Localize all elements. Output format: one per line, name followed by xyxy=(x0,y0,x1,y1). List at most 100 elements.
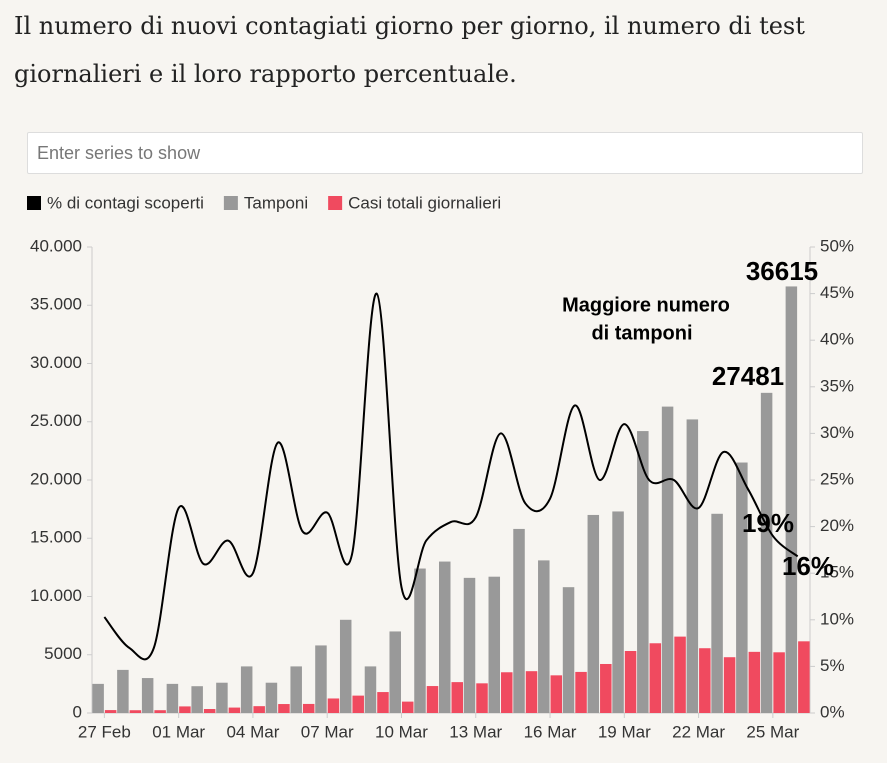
bar xyxy=(711,513,723,713)
bar xyxy=(117,669,129,713)
x-tick-label: 04 Mar xyxy=(226,722,279,741)
bar xyxy=(92,683,104,713)
annotation: di tamponi xyxy=(591,322,692,344)
bar xyxy=(798,641,810,713)
bar xyxy=(661,406,674,713)
bar xyxy=(525,671,538,713)
bar xyxy=(377,692,389,713)
bar xyxy=(439,561,451,713)
x-tick-label: 27 Feb xyxy=(78,722,131,741)
y-tick-label: 20.000 xyxy=(30,469,82,488)
bar xyxy=(699,648,711,713)
bar xyxy=(686,419,699,713)
y2-tick-label: 40% xyxy=(820,330,854,349)
bar xyxy=(228,707,241,713)
y2-tick-label: 15% xyxy=(820,563,854,582)
y-tick-label: 10.000 xyxy=(30,586,82,605)
y2-tick-label: 30% xyxy=(820,423,854,442)
bar xyxy=(129,710,142,713)
legend-label: % di contagi scoperti xyxy=(47,193,204,212)
bar xyxy=(575,671,587,713)
annotation: 27481 xyxy=(712,361,784,391)
y2-tick-label: 35% xyxy=(820,376,854,395)
bar xyxy=(649,643,662,713)
annotation: 16% xyxy=(782,551,834,581)
bar xyxy=(748,651,761,713)
bar xyxy=(501,672,513,713)
title: Il numero di nuovi contagiati giorno per… xyxy=(14,12,805,88)
bar xyxy=(327,698,340,713)
y2-tick-label: 20% xyxy=(820,516,854,535)
bar xyxy=(414,568,426,713)
bar xyxy=(562,587,575,713)
y-tick-label: 15.000 xyxy=(30,528,82,547)
bar xyxy=(637,431,649,713)
bar xyxy=(463,577,476,713)
bar xyxy=(426,686,439,713)
x-tick-label: 25 Mar xyxy=(746,722,799,741)
bar xyxy=(538,560,550,713)
bar xyxy=(179,706,191,713)
bar xyxy=(364,666,377,713)
bar xyxy=(476,683,488,713)
bar xyxy=(587,514,600,713)
x-tick-label: 10 Mar xyxy=(375,722,428,741)
bar xyxy=(191,686,203,713)
x-tick-label: 01 Mar xyxy=(152,722,205,741)
bar xyxy=(785,286,798,713)
y2-tick-label: 5% xyxy=(820,656,845,675)
bar xyxy=(600,663,612,713)
y2-tick-label: 10% xyxy=(820,609,854,628)
bar xyxy=(773,652,785,713)
bar xyxy=(736,462,748,713)
y2-tick-label: 45% xyxy=(820,283,854,302)
bar xyxy=(352,695,364,713)
bar xyxy=(302,703,315,713)
series-search[interactable]: Enter series to show xyxy=(27,132,863,174)
y-tick-label: 25.000 xyxy=(30,411,82,430)
legend-swatch xyxy=(223,196,238,210)
x-tick-label: 16 Mar xyxy=(524,722,577,741)
annotation: 36615 xyxy=(746,256,818,286)
y-tick-label: 40.000 xyxy=(30,236,82,255)
bar xyxy=(451,682,463,713)
y2-tick-label: 25% xyxy=(820,469,854,488)
x-tick-label: 19 Mar xyxy=(598,722,651,741)
bar xyxy=(339,619,352,713)
y2-tick-label: 50% xyxy=(820,236,854,255)
bar xyxy=(104,710,117,713)
x-tick-label: 07 Mar xyxy=(301,722,354,741)
bar xyxy=(253,706,265,713)
bar xyxy=(389,631,401,713)
bar xyxy=(141,678,154,713)
bar xyxy=(612,511,624,713)
annotation: 19% xyxy=(742,508,794,538)
x-tick-label: 22 Mar xyxy=(672,722,725,741)
y-tick-label: 0 xyxy=(73,702,82,721)
bar xyxy=(216,682,228,713)
y-tick-label: 5000 xyxy=(44,644,82,663)
legend-label: Casi totali giornalieri xyxy=(348,193,501,212)
bar xyxy=(674,636,686,713)
bar xyxy=(278,704,290,713)
y-tick-label: 30.000 xyxy=(30,353,82,372)
bar xyxy=(290,666,302,713)
y2-tick-label: 0% xyxy=(820,702,845,721)
legend-swatch xyxy=(27,196,41,210)
legend-label: Tamponi xyxy=(244,193,308,212)
bar xyxy=(624,650,637,713)
y-tick-label: 35.000 xyxy=(30,295,82,314)
x-tick-label: 13 Mar xyxy=(449,722,502,741)
bar xyxy=(723,657,736,713)
bar xyxy=(265,682,278,713)
annotation: Maggiore numero xyxy=(562,294,730,316)
bar xyxy=(513,528,525,713)
bar xyxy=(401,701,414,713)
bar xyxy=(166,683,179,713)
bar xyxy=(488,576,501,713)
line-series xyxy=(103,292,799,661)
bar xyxy=(240,666,253,713)
bar xyxy=(760,392,773,713)
